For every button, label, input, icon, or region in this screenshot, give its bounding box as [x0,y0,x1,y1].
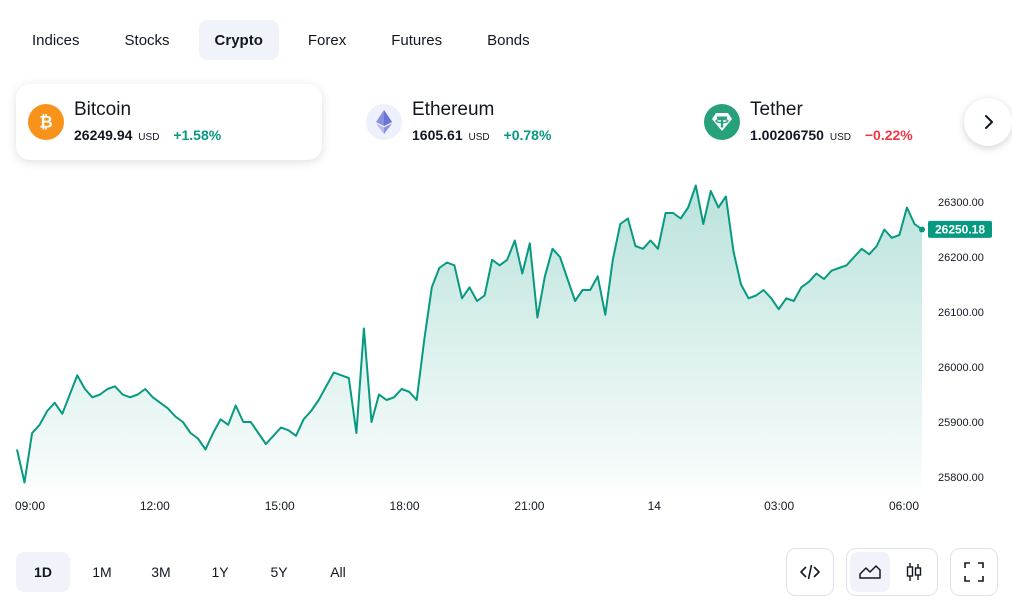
coin-name: Bitcoin [74,98,132,120]
tether-icon [704,104,740,140]
range-all[interactable]: All [330,564,346,580]
coin-carousel: ₿ Bitcoin 26249.94 USD +1.58% Ethereum 1… [16,84,1012,160]
price-area [17,185,922,488]
x-tick-label: 21:00 [514,499,544,513]
fullscreen-icon [964,562,984,582]
range-selector: 1D 1M 3M 1Y 5Y All [16,552,370,592]
coin-card-tether[interactable]: Tether 1.00206750 USD −0.22% [692,84,964,160]
ethereum-icon [366,104,402,140]
y-tick-label: 26000.00 [938,362,984,374]
y-tick-label: 26300.00 [938,197,984,209]
x-tick-label: 09:00 [15,499,45,513]
range-3m[interactable]: 3M [151,564,171,580]
bitcoin-icon: ₿ [28,104,64,140]
coin-name: Tether [750,98,803,120]
tab-futures[interactable]: Futures [391,31,443,49]
tab-crypto[interactable]: Crypto [198,20,279,60]
candlestick-chart-button[interactable] [894,552,934,592]
tab-forex[interactable]: Forex [307,31,347,49]
coin-card-bitcoin[interactable]: ₿ Bitcoin 26249.94 USD +1.58% [16,84,322,160]
chart-type-toggle [846,548,938,596]
area-chart-icon [859,565,881,579]
area-chart-button[interactable] [850,552,890,592]
chevron-right-icon [985,115,993,129]
coin-price: 26249.94 [74,126,133,143]
coin-change: +1.58% [173,126,222,143]
x-tick-label: 06:00 [889,499,919,513]
coin-currency: USD [829,131,851,143]
tab-indices[interactable]: Indices [32,31,80,49]
embed-button[interactable] [786,548,834,596]
last-price-dot [919,226,925,233]
y-tick-label: 26200.00 [938,252,984,264]
tab-stocks[interactable]: Stocks [124,31,170,49]
x-tick-label: 12:00 [140,499,170,513]
coin-name: Ethereum [412,98,495,120]
range-1m[interactable]: 1M [92,564,112,580]
x-tick-label: 14 [648,499,662,513]
last-price-label: 26250.18 [928,220,992,238]
svg-text:₿: ₿ [39,114,52,132]
x-tick-label: 03:00 [764,499,794,513]
range-5y[interactable]: 5Y [270,564,288,580]
last-price-text: 26250.18 [935,222,985,236]
x-tick-label: 15:00 [265,499,295,513]
coin-change: −0.22% [864,126,913,143]
range-1y[interactable]: 1Y [211,564,229,580]
coin-price: 1.00206750 [750,126,824,143]
y-tick-label: 25900.00 [938,417,984,429]
y-tick-label: 25800.00 [938,472,984,484]
y-tick-label: 26100.00 [938,307,984,319]
candlestick-icon [906,563,922,581]
coin-card-ethereum[interactable]: Ethereum 1605.61 USD +0.78% [354,84,660,160]
carousel-next-button[interactable] [964,98,1012,146]
coin-currency: USD [138,131,160,143]
coin-price: 1605.61 [412,126,463,143]
range-1d[interactable]: 1D [16,552,70,592]
x-tick-label: 18:00 [390,499,420,513]
price-line [16,184,923,484]
market-tabs: Indices Stocks Crypto Forex Futures Bond… [16,20,559,60]
price-chart[interactable]: 25800.00 25900.00 26000.00 26100.00 26200.00… [0,180,1012,520]
tab-bonds[interactable]: Bonds [487,31,530,49]
fullscreen-button[interactable] [950,548,998,596]
coin-currency: USD [468,131,490,143]
code-icon [800,564,820,580]
coin-change: +0.78% [503,126,552,143]
